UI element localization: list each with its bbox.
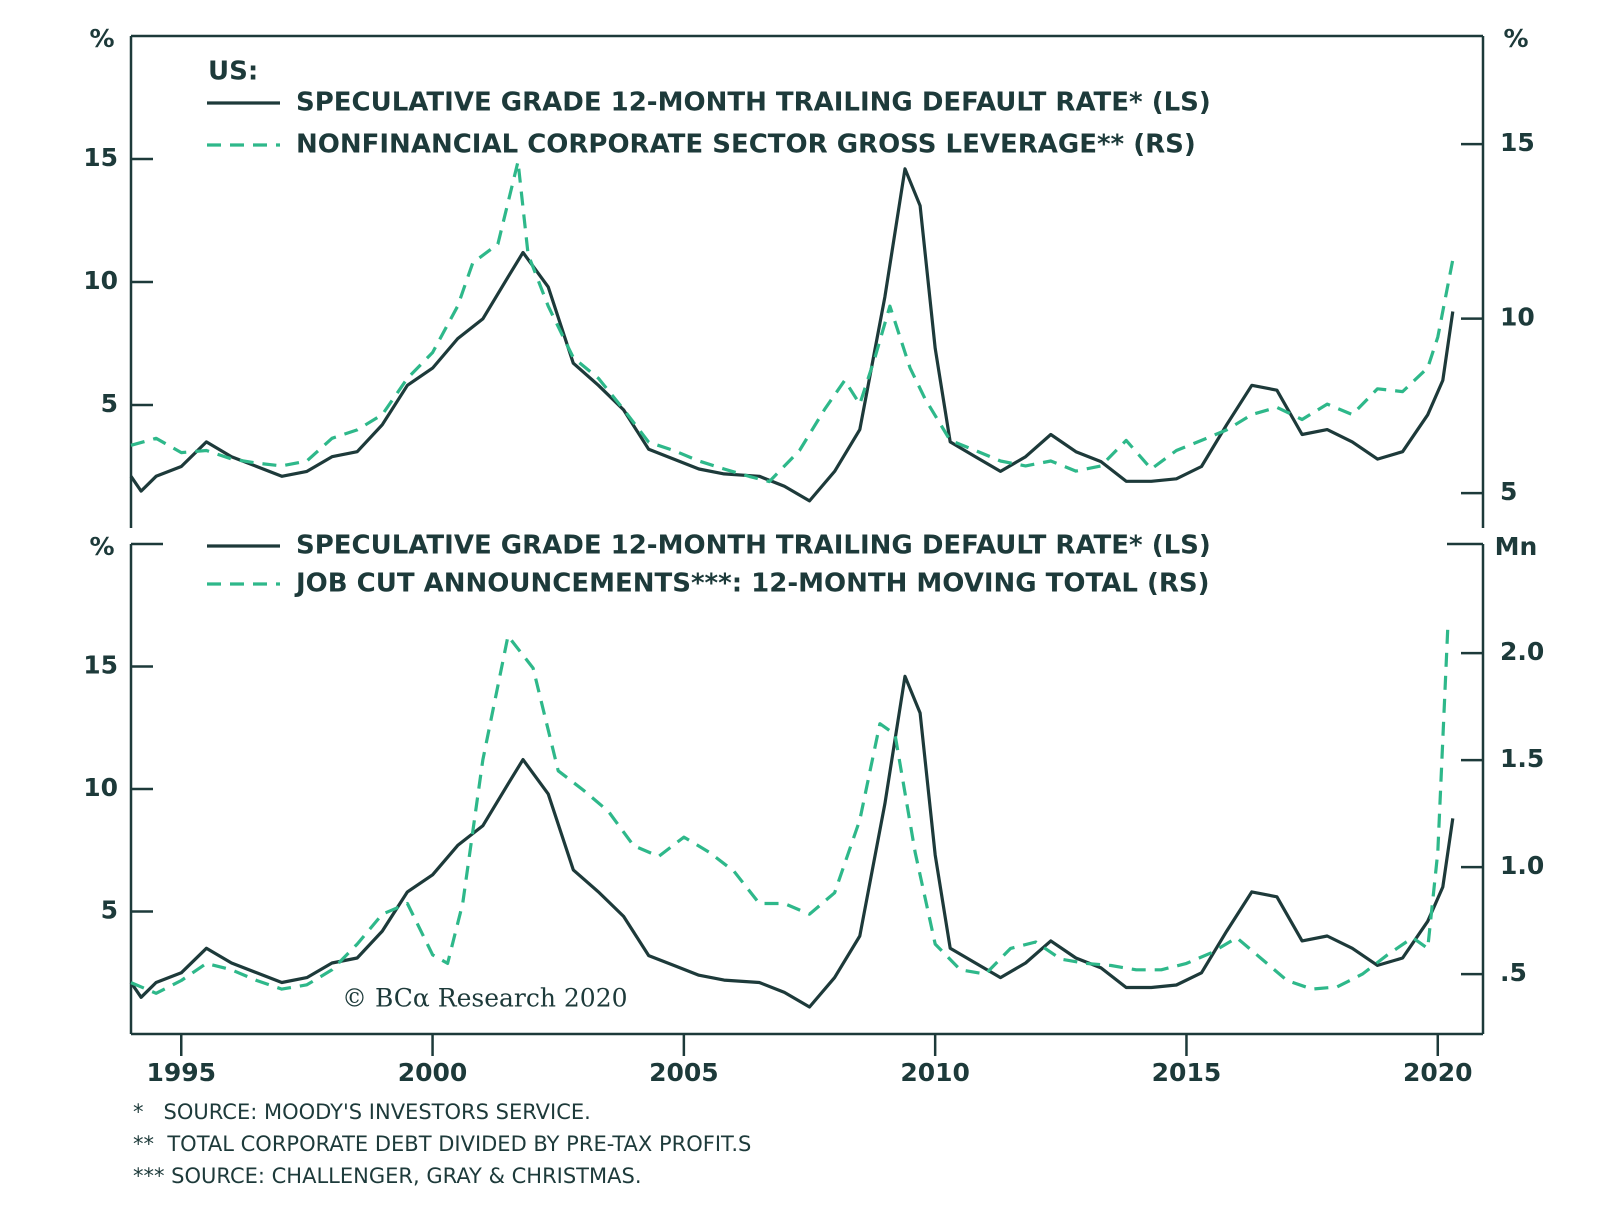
x-tick-label: 2005 bbox=[649, 1058, 719, 1087]
legend-label: SPECULATIVE GRADE 12-MONTH TRAILING DEFA… bbox=[296, 88, 1211, 118]
y2-tick-label: 5 bbox=[1500, 477, 1517, 506]
x-tick-label: 2010 bbox=[900, 1058, 970, 1087]
y2-tick-label: 1.0 bbox=[1500, 851, 1544, 880]
series-line bbox=[130, 627, 1450, 995]
footnote: * SOURCE: MOODY'S INVESTORS SERVICE. bbox=[133, 1100, 591, 1124]
y2-tick-label: 1.5 bbox=[1500, 744, 1544, 773]
y2-tick-label: 15 bbox=[1500, 128, 1535, 157]
y-tick-label: 10 bbox=[83, 266, 118, 295]
footnote: ** TOTAL CORPORATE DEBT DIVIDED BY PRE-T… bbox=[133, 1132, 751, 1156]
footnote: *** SOURCE: CHALLENGER, GRAY & CHRISTMAS… bbox=[133, 1164, 642, 1188]
legend-label: JOB CUT ANNOUNCEMENTS***: 12-MONTH MOVIN… bbox=[294, 569, 1209, 599]
y-tick-label: 15 bbox=[83, 143, 118, 172]
x-tick-label: 2000 bbox=[398, 1058, 468, 1087]
y-tick-label: 5 bbox=[101, 389, 118, 418]
x-tick-label: 1995 bbox=[146, 1058, 216, 1087]
y2-tick-label: 2.0 bbox=[1500, 637, 1544, 666]
series-line bbox=[130, 160, 1455, 484]
y2-tick-label: 10 bbox=[1500, 303, 1535, 332]
y-tick-label: 10 bbox=[83, 773, 118, 802]
legend-title: US: bbox=[208, 57, 258, 87]
x-tick-label: 2015 bbox=[1152, 1058, 1222, 1087]
y-tick-label: 5 bbox=[101, 896, 118, 925]
y2-axis-unit: % bbox=[1503, 24, 1528, 53]
y-axis-unit: % bbox=[89, 24, 114, 53]
legend-label: SPECULATIVE GRADE 12-MONTH TRAILING DEFA… bbox=[296, 531, 1211, 561]
y-axis-unit: % bbox=[89, 532, 114, 561]
y2-axis-unit: Mn bbox=[1495, 532, 1538, 561]
x-tick-label: 2020 bbox=[1403, 1058, 1473, 1087]
series-line bbox=[129, 167, 1455, 503]
watermark: © BCα Research 2020 bbox=[342, 984, 628, 1013]
y2-tick-label: .5 bbox=[1500, 958, 1527, 987]
legend-label: NONFINANCIAL CORPORATE SECTOR GROSS LEVE… bbox=[296, 130, 1196, 160]
y-tick-label: 15 bbox=[83, 651, 118, 680]
